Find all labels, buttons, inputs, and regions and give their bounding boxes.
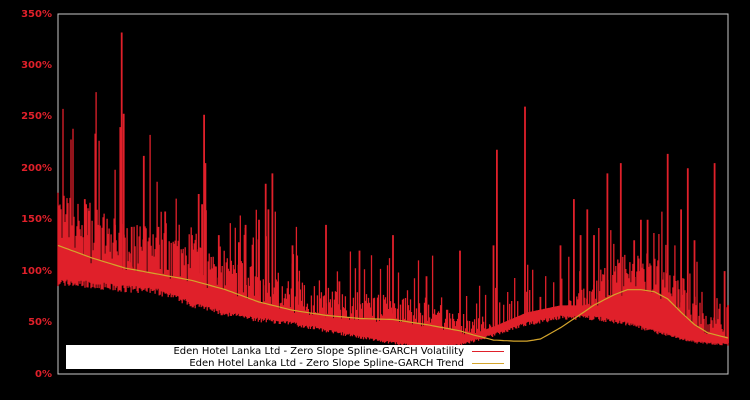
- trend-series: [57, 244, 729, 342]
- y-tick-label: 0%: [35, 369, 52, 380]
- volatility-series: [57, 32, 729, 348]
- y-tick-label: 300%: [21, 60, 52, 71]
- legend-swatch: [472, 350, 504, 352]
- legend-label: Eden Hotel Lanka Ltd - Zero Slope Spline…: [189, 357, 464, 369]
- legend-label: Eden Hotel Lanka Ltd - Zero Slope Spline…: [173, 345, 464, 357]
- y-tick-label: 350%: [21, 9, 52, 20]
- legend: Eden Hotel Lanka Ltd - Zero Slope Spline…: [66, 345, 510, 369]
- y-tick-label: 200%: [21, 163, 52, 174]
- y-tick-label: 250%: [21, 111, 52, 122]
- y-tick-label: 150%: [21, 214, 52, 225]
- y-tick-label: 100%: [21, 266, 52, 277]
- legend-item-trend: Eden Hotel Lanka Ltd - Zero Slope Spline…: [189, 357, 510, 369]
- legend-item-volatility: Eden Hotel Lanka Ltd - Zero Slope Spline…: [173, 345, 510, 357]
- y-tick-label: 50%: [28, 317, 52, 328]
- legend-swatch: [472, 362, 504, 364]
